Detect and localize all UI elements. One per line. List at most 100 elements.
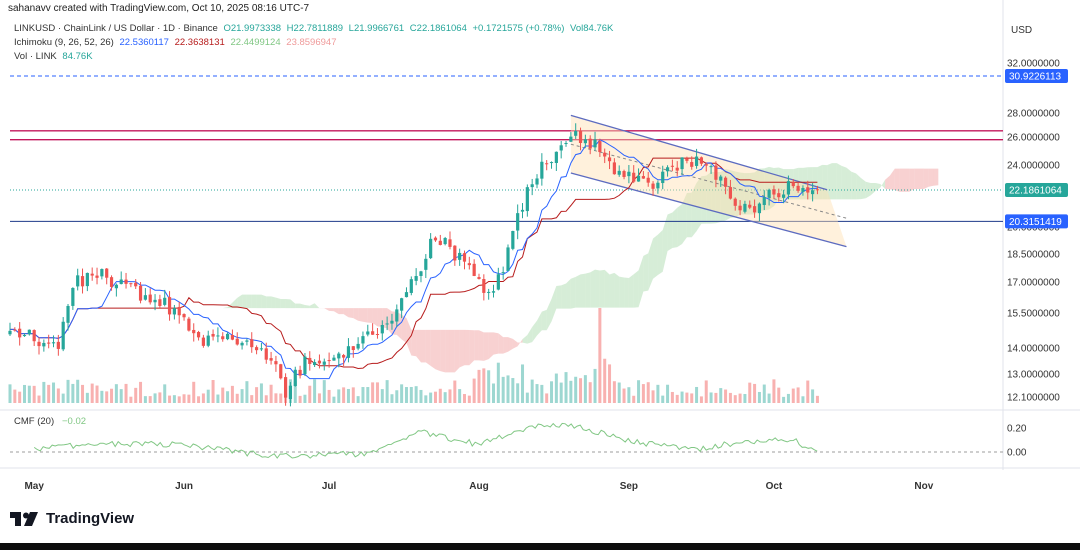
volume-bar	[690, 393, 694, 403]
volume-label[interactable]: Vol · LINK	[14, 51, 57, 62]
candle-body	[114, 284, 118, 289]
cloud-segment	[889, 168, 895, 191]
cloud-segment	[251, 294, 257, 309]
candle-body	[511, 231, 515, 249]
volume-bar	[651, 390, 655, 403]
price-tick-label: 18.5000000	[1007, 250, 1060, 261]
tradingview-logo[interactable]: TradingView	[10, 510, 134, 527]
cloud-segment	[831, 163, 837, 200]
volume-bar	[211, 380, 215, 403]
cloud-segment	[425, 329, 431, 366]
candle-body	[419, 271, 423, 276]
candle-body	[37, 341, 41, 347]
candle-body	[221, 336, 225, 340]
candle-body	[395, 309, 399, 322]
volume-bar	[424, 395, 428, 403]
volume-bar	[554, 373, 558, 403]
candle-body	[588, 138, 592, 149]
cloud-segment	[449, 329, 455, 373]
volume-readout: Vol84.76K	[570, 23, 614, 34]
candle-body	[196, 331, 201, 338]
candle-body	[670, 165, 674, 167]
volume-bar	[56, 388, 60, 403]
candle-body	[61, 321, 65, 350]
candle-body	[211, 333, 215, 337]
volume-bar	[482, 368, 486, 403]
candle-body	[279, 364, 283, 379]
volume-bar	[114, 384, 118, 403]
cloud-segment	[691, 182, 697, 238]
candle-body	[569, 136, 573, 142]
candle-body	[254, 347, 259, 351]
volume-bar	[598, 308, 602, 403]
volume-bar	[264, 395, 268, 403]
cloud-segment	[793, 167, 799, 200]
volume-bar	[786, 393, 790, 403]
volume-bar	[748, 382, 752, 403]
volume-bar	[400, 384, 404, 403]
cloud-segment	[551, 286, 557, 322]
ichimoku-span-b-value: 23.8596947	[286, 37, 337, 48]
volume-bar	[448, 389, 452, 403]
cloud-segment	[672, 207, 678, 249]
candle-body	[583, 139, 587, 144]
volume-bar	[685, 392, 689, 403]
volume-bar	[66, 379, 70, 403]
cloud-segment	[624, 277, 629, 308]
candle-body	[85, 272, 89, 287]
volume-bar	[719, 388, 723, 403]
tradingview-wordmark: TradingView	[46, 510, 135, 527]
candle-body	[607, 157, 612, 162]
volume-value: 84.76K	[62, 51, 93, 62]
candle-body	[366, 331, 370, 335]
cmf-label: CMF (20)	[14, 416, 54, 427]
cloud-segment	[372, 308, 378, 327]
volume-bar	[110, 388, 114, 403]
currency-label[interactable]: USD	[1011, 25, 1033, 36]
volume-bar	[327, 389, 331, 403]
volume-bar	[95, 385, 99, 403]
cloud-segment	[556, 285, 562, 309]
candle-body	[767, 189, 771, 198]
price-axis[interactable]: 32.0000000 28.0000000 26.0000000 24.0000000…	[1005, 59, 1068, 459]
volume-bar	[680, 391, 684, 403]
price-tag-label: 30.9226113	[1009, 71, 1062, 82]
price-tick-label: 14.0000000	[1007, 344, 1060, 355]
ichimoku-label[interactable]: Ichimoku (9, 26, 52, 26)	[14, 37, 114, 48]
symbol-title[interactable]: LINKUSD · ChainLink / US Dollar · 1D · B…	[14, 23, 218, 34]
candle-body	[762, 197, 766, 206]
cloud-segment	[638, 255, 644, 308]
price-tick-label: 17.0000000	[1007, 278, 1060, 289]
volume-bar	[574, 376, 578, 403]
volume-bar	[235, 393, 239, 403]
cloud-segment	[885, 175, 890, 190]
time-axis[interactable]: May Jun Jul Aug Sep Oct Nov	[24, 481, 933, 492]
volume-bar	[583, 375, 587, 403]
candle-body	[612, 162, 616, 175]
volume-bar	[767, 393, 771, 403]
volume-bar	[806, 380, 810, 403]
volume-bar	[762, 384, 766, 403]
cloud-segment	[474, 330, 479, 361]
cloud-segment	[483, 332, 489, 361]
volume-bar	[81, 384, 85, 403]
candle-body	[786, 181, 791, 195]
volume-bar	[516, 383, 520, 403]
ohlc-open: O21.9973338	[223, 23, 282, 34]
candle-body	[187, 318, 191, 331]
cloud-segment	[266, 296, 272, 309]
ichimoku-span-a-value: 22.4499124	[230, 37, 281, 48]
candle-body	[549, 162, 554, 164]
candle-body	[593, 139, 597, 148]
candle-body	[632, 172, 636, 182]
candle-body	[438, 240, 442, 245]
cloud-segment	[237, 294, 243, 309]
volume-bar	[274, 393, 278, 403]
candle-body	[259, 348, 264, 350]
ohlc-close: C22.1861064	[409, 23, 467, 34]
candle-body	[288, 385, 293, 399]
cmf-pane: CMF (20) −0.02	[10, 416, 1003, 459]
candle-body	[487, 291, 491, 293]
price-chart[interactable]: CMF (20) −0.02 32.0000000 28.0000000 26.000…	[0, 0, 1080, 500]
candle-body	[356, 343, 360, 349]
